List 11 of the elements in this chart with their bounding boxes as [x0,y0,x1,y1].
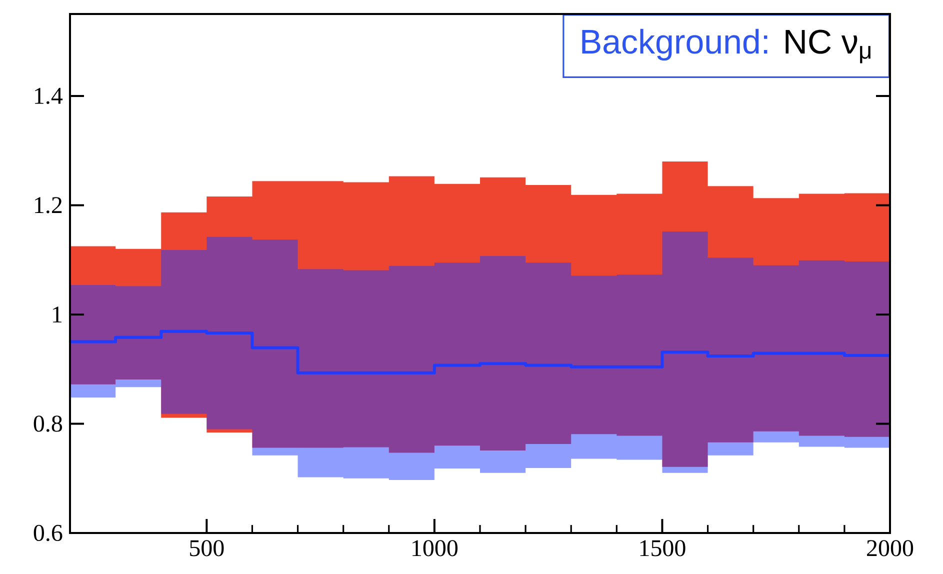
annotation: Background: [582,28,768,61]
y-tick-label: 0.6 [34,524,62,542]
x-tick-label: 500 [190,540,224,556]
annotation: NC ν$_{μ}$ [786,30,870,64]
x-tick-label: 2000 [867,540,914,556]
y-tick-label: 1.2 [35,197,62,214]
y-tick-label: 1.4 [35,88,63,104]
x-tick-label: 1500 [640,540,686,556]
y-tick-label: 0.8 [34,416,62,432]
x-tick-label: 1000 [412,540,458,556]
y-tick-label: 1 [53,306,62,322]
